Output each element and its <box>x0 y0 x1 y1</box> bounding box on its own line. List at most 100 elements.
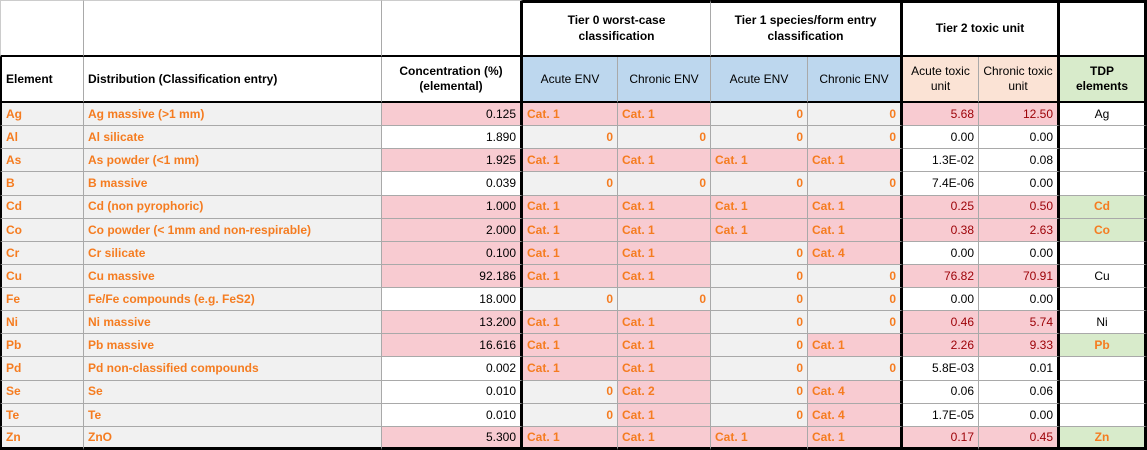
distribution-cell: Cu massive <box>84 264 382 289</box>
tdp-cell: Co <box>1060 218 1147 242</box>
tier0-acute-cell: Cat. 1 <box>523 357 618 381</box>
concentration-cell: 0.010 <box>382 403 523 427</box>
tdp-cell <box>1060 357 1147 381</box>
tier1-chronic-cell: 0 <box>808 357 903 381</box>
element-cell: Zn <box>0 426 84 450</box>
concentration-cell: 0.039 <box>382 172 523 196</box>
element-cell: Cd <box>0 195 84 219</box>
tdp-cell <box>1060 149 1147 173</box>
distribution-cell: Ag massive (>1 mm) <box>84 103 382 127</box>
concentration-cell: 92.186 <box>382 264 523 289</box>
tier1-chronic-cell: Cat. 4 <box>808 403 903 427</box>
tier0-acute-cell: 0 <box>523 172 618 196</box>
tier0-acute-cell: Cat. 1 <box>523 241 618 265</box>
tier1-chronic-cell: Cat. 1 <box>808 218 903 242</box>
element-cell: Fe <box>0 288 84 312</box>
tdp-cell <box>1060 241 1147 265</box>
tier1-chronic-cell: 0 <box>808 172 903 196</box>
tier0-chronic-cell: Cat. 1 <box>618 426 711 450</box>
chronic-toxic-unit-header: Chronic toxic unit <box>979 57 1060 103</box>
distribution-header: Distribution (Classification entry) <box>84 57 382 103</box>
concentration-cell: 1.890 <box>382 126 523 150</box>
concentration-cell: 18.000 <box>382 288 523 312</box>
concentration-cell: 0.010 <box>382 380 523 404</box>
tier1-acute-cell: 0 <box>711 380 808 404</box>
acute-toxic-unit-cell: 0.46 <box>903 311 979 335</box>
tier0-chronic-cell: Cat. 1 <box>618 264 711 289</box>
distribution-cell: Cr silicate <box>84 241 382 265</box>
concentration-cell: 16.616 <box>382 334 523 358</box>
tier0-acute-cell: Cat. 1 <box>523 264 618 289</box>
tier0-acute-cell: 0 <box>523 403 618 427</box>
tier1-chronic-cell: 0 <box>808 126 903 150</box>
tier1-acute-cell: Cat. 1 <box>711 149 808 173</box>
acute-toxic-unit-cell: 76.82 <box>903 264 979 289</box>
chronic-toxic-unit-cell: 9.33 <box>979 334 1060 358</box>
tdp-cell <box>1060 288 1147 312</box>
tier1-chronic-env-header: Chronic ENV <box>808 57 903 103</box>
concentration-header: Concentration (%) (elemental) <box>382 57 523 103</box>
tier1-acute-cell: 0 <box>711 264 808 289</box>
acute-toxic-unit-cell: 0.17 <box>903 426 979 450</box>
tdp-cell <box>1060 380 1147 404</box>
tier1-acute-cell: Cat. 1 <box>711 426 808 450</box>
chronic-toxic-unit-cell: 2.63 <box>979 218 1060 242</box>
element-cell: B <box>0 172 84 196</box>
tier0-chronic-cell: Cat. 1 <box>618 334 711 358</box>
tier1-acute-cell: 0 <box>711 311 808 335</box>
acute-toxic-unit-cell: 0.00 <box>903 241 979 265</box>
element-cell: Al <box>0 126 84 150</box>
element-cell: As <box>0 149 84 173</box>
tdp-cell: Cd <box>1060 195 1147 219</box>
tier0-acute-cell: Cat. 1 <box>523 334 618 358</box>
tier2-group-header: Tier 2 toxic unit <box>903 0 1060 57</box>
concentration-cell: 0.002 <box>382 357 523 381</box>
tier1-chronic-cell: Cat. 4 <box>808 241 903 265</box>
concentration-cell: 0.100 <box>382 241 523 265</box>
tier0-chronic-cell: Cat. 1 <box>618 311 711 335</box>
chronic-toxic-unit-cell: 12.50 <box>979 103 1060 127</box>
tier0-chronic-cell: Cat. 2 <box>618 380 711 404</box>
concentration-cell: 0.125 <box>382 103 523 127</box>
tier1-acute-cell: 0 <box>711 334 808 358</box>
distribution-cell: Cd (non pyrophoric) <box>84 195 382 219</box>
acute-toxic-unit-cell: 2.26 <box>903 334 979 358</box>
tier1-chronic-cell: Cat. 1 <box>808 334 903 358</box>
concentration-cell: 5.300 <box>382 426 523 450</box>
tier1-chronic-cell: Cat. 1 <box>808 426 903 450</box>
tier1-acute-cell: 0 <box>711 103 808 127</box>
tdp-cell: Pb <box>1060 334 1147 358</box>
tier1-acute-cell: 0 <box>711 288 808 312</box>
tier0-acute-cell: Cat. 1 <box>523 103 618 127</box>
tier0-chronic-cell: Cat. 1 <box>618 103 711 127</box>
chronic-toxic-unit-cell: 0.00 <box>979 126 1060 150</box>
tier1-chronic-cell: 0 <box>808 288 903 312</box>
tier0-chronic-cell: Cat. 1 <box>618 149 711 173</box>
header-spacer-element <box>0 0 84 57</box>
distribution-cell: Ni massive <box>84 311 382 335</box>
chronic-toxic-unit-cell: 0.50 <box>979 195 1060 219</box>
header-spacer-tdp <box>1060 0 1147 57</box>
distribution-cell: Te <box>84 403 382 427</box>
acute-toxic-unit-cell: 7.4E-06 <box>903 172 979 196</box>
acute-toxic-unit-cell: 0.25 <box>903 195 979 219</box>
acute-toxic-unit-cell: 5.68 <box>903 103 979 127</box>
tier0-acute-cell: Cat. 1 <box>523 311 618 335</box>
header-spacer-concentration <box>382 0 523 57</box>
acute-toxic-unit-cell: 0.00 <box>903 126 979 150</box>
distribution-cell: As powder (<1 mm) <box>84 149 382 173</box>
tier0-acute-cell: Cat. 1 <box>523 218 618 242</box>
distribution-cell: Pb massive <box>84 334 382 358</box>
chronic-toxic-unit-cell: 0.00 <box>979 241 1060 265</box>
tier1-chronic-cell: Cat. 4 <box>808 380 903 404</box>
chronic-toxic-unit-cell: 0.01 <box>979 357 1060 381</box>
concentration-cell: 1.000 <box>382 195 523 219</box>
tdp-cell: Cu <box>1060 264 1147 289</box>
tier1-chronic-cell: 0 <box>808 311 903 335</box>
acute-toxic-unit-header: Acute toxic unit <box>903 57 979 103</box>
tdp-cell <box>1060 172 1147 196</box>
element-cell: Cu <box>0 264 84 289</box>
tier1-acute-cell: 0 <box>711 357 808 381</box>
chronic-toxic-unit-cell: 0.00 <box>979 403 1060 427</box>
